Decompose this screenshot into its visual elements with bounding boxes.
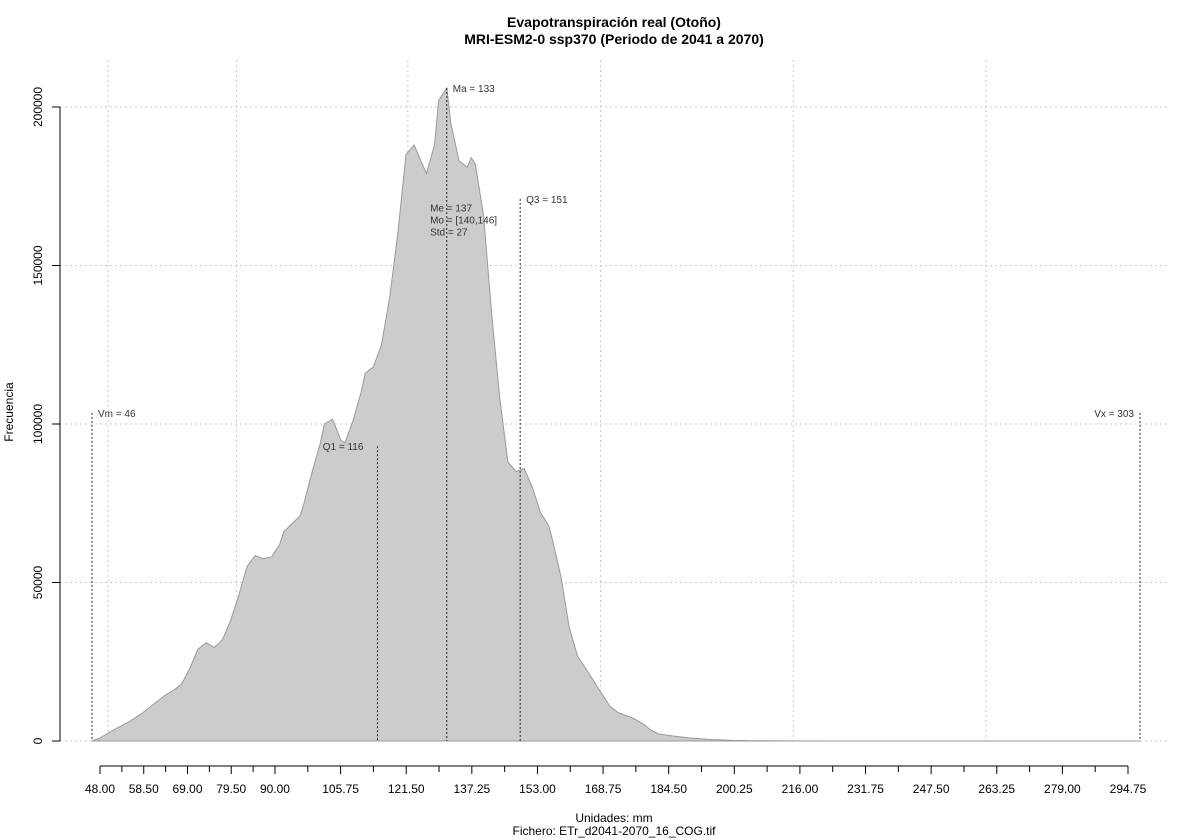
y-tick-label-3: 150000: [31, 245, 45, 285]
x-tick-label-9: 168.75: [585, 782, 622, 796]
mode-label: Mo = [140,146]: [430, 216, 497, 227]
y-axis-label: Frecuencia: [2, 382, 16, 442]
x-tick-label-10: 184.50: [650, 782, 687, 796]
x-tick-label-16: 279.00: [1044, 782, 1081, 796]
x-tick-label-5: 105.75: [322, 782, 359, 796]
chart-title: Evapotranspiración real (Otoño): [507, 14, 721, 30]
y-tick-label-0: 0: [31, 737, 45, 744]
std-label: Std = 27: [430, 228, 468, 239]
y-tick-label-2: 100000: [31, 404, 45, 444]
x-tick-label-3: 79.50: [216, 782, 246, 796]
median-label: Me = 137: [430, 204, 472, 215]
annotation-labels: Vm = 46 Q1 = 116 Ma = 133 Q3 = 151 Vx = 303: [98, 84, 1134, 453]
file-caption: Fichero: ETr_d2041-2070_16_COG.tif: [513, 824, 717, 838]
annotation-label-0: Vm = 46: [98, 409, 136, 420]
x-tick-label-7: 137.25: [453, 782, 490, 796]
y-axis-ticks: 0 50000 100000 150000 200000: [31, 87, 60, 744]
x-axis-ticks: 48.00 58.50 69.00 79.50 90.00 105.75 121.50 137…: [85, 766, 1147, 796]
annotation-label-1: Q1 = 116: [323, 442, 364, 453]
x-tick-label-4: 90.00: [260, 782, 290, 796]
density-area: [91, 86, 1140, 742]
x-tick-label-15: 263.25: [978, 782, 1015, 796]
x-tick-label-11: 200.25: [716, 782, 753, 796]
x-tick-label-13: 231.75: [847, 782, 884, 796]
x-tick-label-6: 121.50: [388, 782, 425, 796]
x-tick-label-8: 153.00: [519, 782, 556, 796]
x-axis-label: Unidades: mm: [575, 811, 652, 825]
x-tick-label-2: 69.00: [172, 782, 202, 796]
x-tick-label-0: 48.00: [85, 782, 115, 796]
x-tick-label-17: 294.75: [1110, 782, 1147, 796]
chart-subtitle: MRI-ESM2-0 ssp370 (Periodo de 2041 a 207…: [464, 31, 764, 47]
annotation-label-4: Vx = 303: [1094, 409, 1134, 420]
y-tick-label-1: 50000: [31, 565, 45, 599]
x-tick-label-14: 247.50: [913, 782, 950, 796]
y-tick-label-4: 200000: [31, 87, 45, 127]
annotation-lines: [91, 87, 1141, 741]
x-tick-label-12: 216.00: [782, 782, 819, 796]
x-tick-label-1: 58.50: [129, 782, 159, 796]
annotation-label-3: Q3 = 151: [526, 195, 568, 206]
annotation-label-2: Ma = 133: [453, 84, 495, 95]
